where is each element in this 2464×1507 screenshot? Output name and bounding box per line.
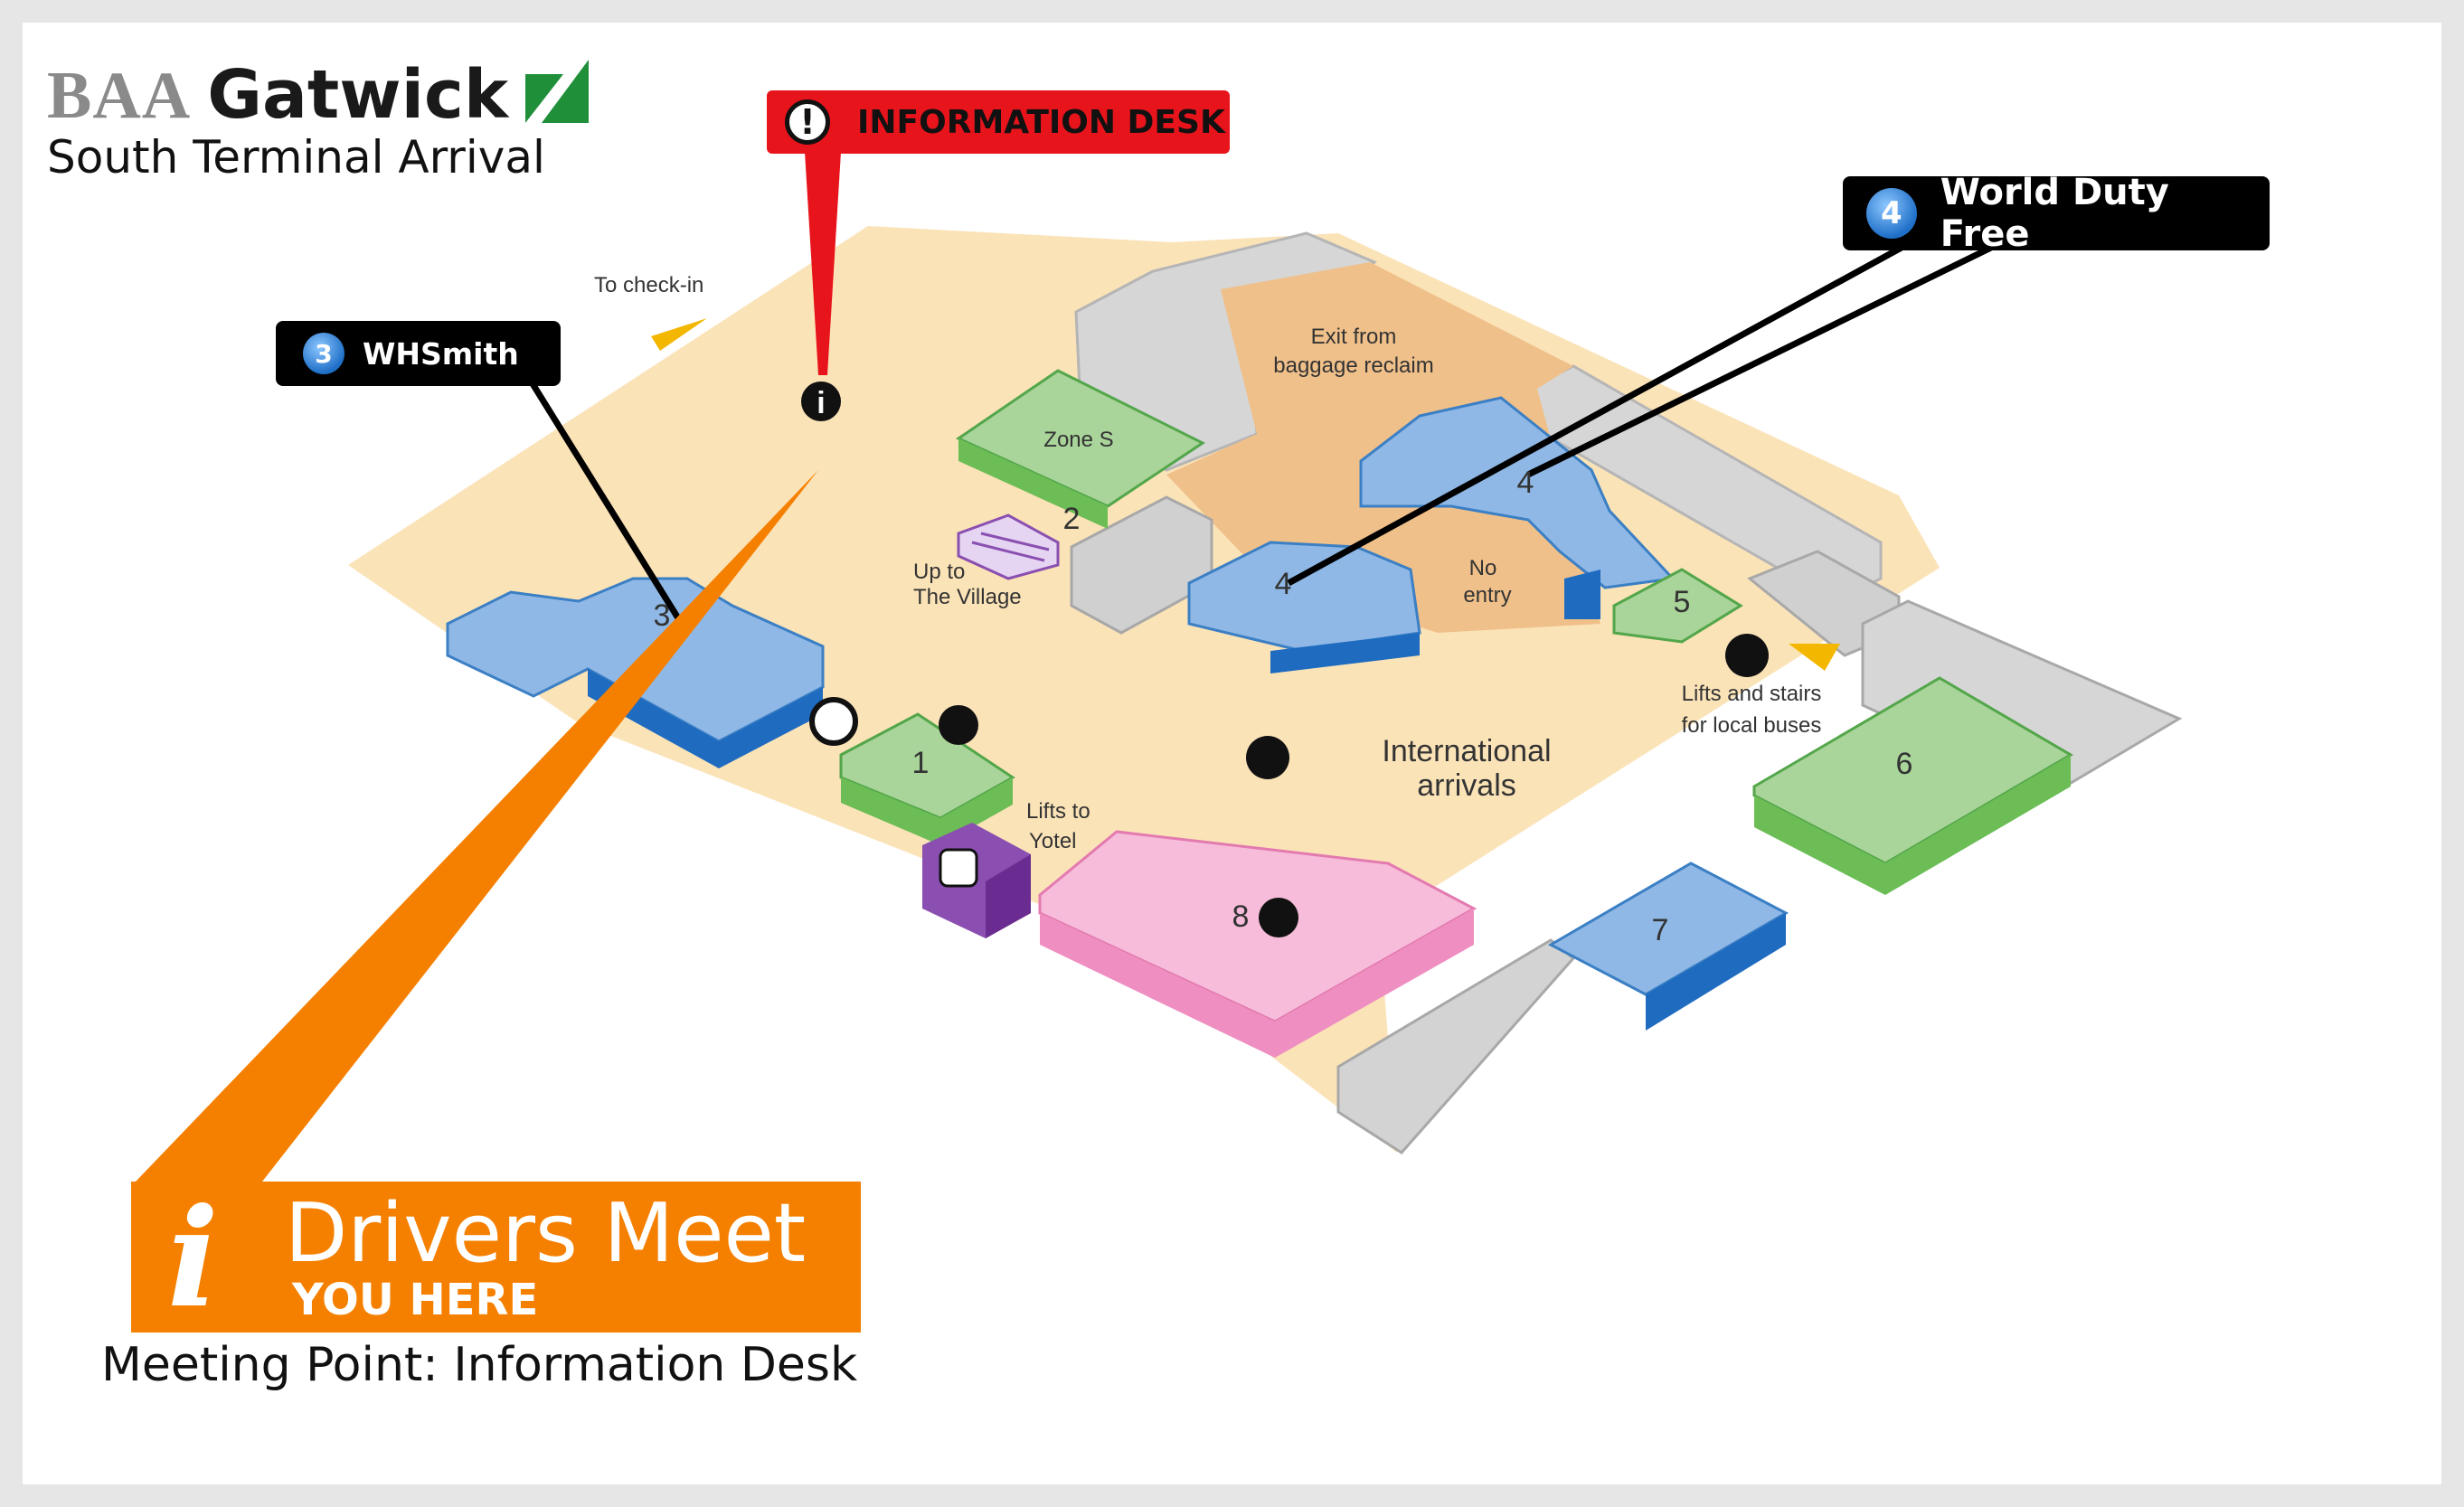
world-duty-free-label: World Duty Free <box>1940 172 2169 255</box>
drivers-meet-title: Drivers Meet <box>285 1186 807 1281</box>
arrow-icon <box>1789 644 1840 671</box>
shop-3-side <box>588 669 823 768</box>
international-arrivals-label-1: International <box>1382 734 1551 768</box>
exit-label-2: baggage reclaim <box>1273 353 1433 378</box>
info-icon <box>801 381 841 421</box>
unit-4-right: 4 <box>1517 466 1534 500</box>
shop-8-side <box>1040 909 1474 1058</box>
info-desk-pointer <box>805 152 841 375</box>
lifts-buses-label-1: Lifts and stairs <box>1682 682 1822 706</box>
information-desk-callout: ! INFORMATION DESK <box>767 90 1230 154</box>
gatwick-logo-mark-icon <box>525 60 590 123</box>
whsmith-pointer <box>522 369 690 635</box>
unit-1: 1 <box>912 746 930 780</box>
unit-4-left: 4 <box>1275 567 1292 601</box>
shop-4-right <box>1359 396 1676 589</box>
yotel-lift-building-side <box>986 854 1031 938</box>
unit-7: 7 <box>1652 913 1669 947</box>
shop-5 <box>1612 568 1743 644</box>
lifts-yotel-label-2: Yotel <box>1029 829 1077 853</box>
gatwick-logo: BAA Gatwick <box>47 54 594 135</box>
meeting-point-text: Meeting Point: Information Desk <box>101 1338 858 1392</box>
exclamation-icon: ! <box>785 99 830 145</box>
bus-icon <box>1725 634 1769 677</box>
shop-4-right-side <box>1564 570 1600 619</box>
shop-4-left-side <box>1270 633 1420 673</box>
unit-8: 8 <box>1232 899 1250 934</box>
restaurant-icon <box>1259 898 1298 937</box>
shop-7-side <box>1646 913 1786 1031</box>
up-village-label-2: The Village <box>913 585 1022 609</box>
unit-3: 3 <box>654 598 671 633</box>
logo-gatwick: Gatwick <box>207 56 509 134</box>
whsmith-number-badge: 3 <box>303 333 345 374</box>
international-arrivals-label-2: arrivals <box>1417 768 1516 803</box>
svg-text:i: i <box>817 386 825 420</box>
drivers-meet-banner: i Drivers Meet YOU HERE <box>131 1182 861 1333</box>
shop-6-side <box>1754 755 2071 895</box>
lift-icon <box>939 848 978 888</box>
no-entry-label-2: entry <box>1463 583 1511 608</box>
wall-block-south <box>1336 938 1576 1154</box>
currency-icon <box>939 705 978 745</box>
world-duty-free-pointer-2 <box>1526 240 2000 478</box>
world-duty-free-pointer <box>1287 240 1910 587</box>
whsmith-label: WHSmith <box>363 335 519 372</box>
whsmith-callout: 3 WHSmith <box>276 321 561 386</box>
page-subtitle: South Terminal Arrival <box>47 131 545 184</box>
zone-s-label: Zone S <box>1043 428 1113 452</box>
exit-label-1: Exit from <box>1311 325 1397 349</box>
unit-6: 6 <box>1896 747 1913 781</box>
lifts-buses-label-2: for local buses <box>1682 713 1822 738</box>
shop-3 <box>446 577 825 743</box>
cafe-icon <box>1246 736 1289 779</box>
information-desk-label: INFORMATION DESK <box>857 103 1225 141</box>
stairs-icon <box>957 513 1060 580</box>
unit-2: 2 <box>1063 502 1081 536</box>
wheel-icon <box>809 697 858 746</box>
shop-zone-s-side <box>958 438 1108 529</box>
info-italic-icon: i <box>167 1179 219 1338</box>
lifts-yotel-label-1: Lifts to <box>1026 799 1090 824</box>
drivers-meet-subtitle: YOU HERE <box>292 1275 539 1325</box>
arrow-icon <box>651 318 707 351</box>
no-entry-label-1: No <box>1469 556 1497 580</box>
unit-5: 5 <box>1674 585 1691 619</box>
world-duty-free-number-badge: 4 <box>1866 188 1917 239</box>
drivers-pointer <box>136 470 818 1182</box>
world-duty-free-callout: 4 World Duty Free <box>1843 172 2270 255</box>
to-checkin-label: To check-in <box>594 273 703 297</box>
up-village-label-1: Up to <box>913 560 965 584</box>
logo-baa: BAA <box>47 59 192 133</box>
shop-4-left <box>1187 541 1421 653</box>
